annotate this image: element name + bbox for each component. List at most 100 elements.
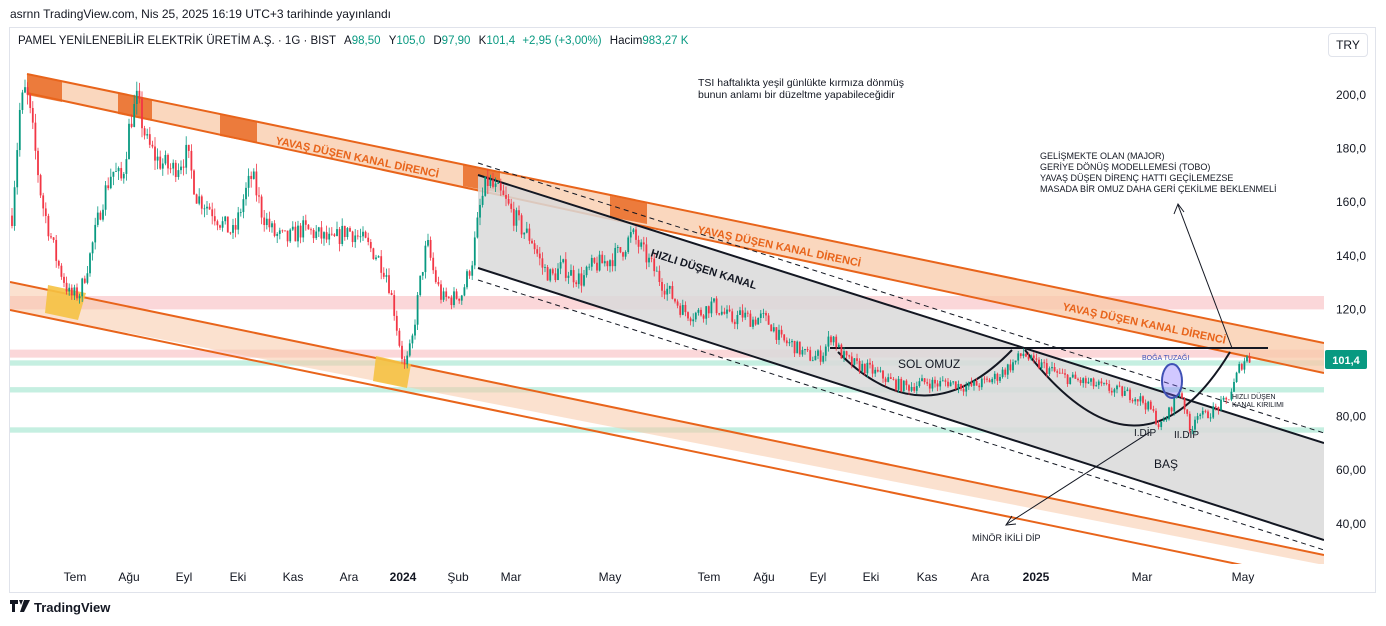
time-axis[interactable]: Tem Ağu Eyl Eki Kas Ara 2024 Şub Mar May Tem Ağu Eyl…: [64, 570, 1255, 584]
candle-body: [960, 384, 962, 390]
x-tick-label: Eyl: [176, 570, 193, 584]
candle-body: [278, 230, 281, 234]
candle-body: [975, 380, 978, 386]
candle-body: [68, 287, 71, 292]
candle-body: [1142, 396, 1144, 403]
candle-body: [1181, 393, 1183, 399]
candle-body: [1123, 390, 1126, 396]
candle-body: [850, 356, 853, 365]
candle-body: [713, 298, 715, 302]
y-tick-label: 140,0: [1336, 249, 1366, 263]
candle-body: [830, 336, 832, 343]
minor-dip-arrow-line: [1006, 431, 1151, 525]
candle-body: [689, 318, 692, 322]
candle-body: [707, 306, 710, 314]
candle-body: [70, 287, 73, 296]
candle-body: [466, 271, 468, 288]
candle-body: [377, 256, 380, 258]
major-note-1: GELİŞMEKTE OLAN (MAJOR): [1040, 151, 1165, 161]
head-arc: [1024, 349, 1231, 427]
candle-body: [133, 104, 136, 127]
candle-body: [294, 226, 297, 242]
x-tick-label: May: [599, 570, 622, 584]
candle-body: [570, 270, 572, 276]
candle-body: [250, 175, 253, 179]
candle-body: [502, 190, 505, 195]
candle-body: [806, 349, 809, 351]
y-tick-label: 160,0: [1336, 195, 1366, 209]
candle-body: [107, 185, 110, 189]
candle-body: [138, 90, 141, 99]
candle-body: [980, 378, 983, 388]
candle-body: [853, 358, 856, 365]
candle-body: [255, 171, 258, 196]
candle-body: [525, 228, 528, 233]
candle-body: [697, 309, 700, 313]
candle-body: [1053, 367, 1056, 372]
candle-body: [455, 291, 458, 299]
candle-body: [304, 220, 307, 225]
candle-body: [1012, 362, 1014, 371]
candle-body: [213, 216, 216, 222]
candle-body: [1129, 389, 1131, 401]
candle-body: [603, 261, 606, 264]
bull-trap-label: BOĞA TUZAĞI: [1142, 353, 1189, 362]
slow-channel-upper-line: [26, 73, 1324, 344]
candle-body: [1118, 385, 1121, 387]
candle-body: [947, 381, 949, 387]
footer-brand[interactable]: TradingView: [10, 600, 110, 615]
candle-body: [141, 98, 143, 129]
candle-body: [921, 378, 923, 382]
candle-body: [333, 234, 336, 236]
candle-body: [835, 336, 838, 348]
candle-body: [226, 216, 229, 233]
candle-body: [944, 380, 947, 382]
candle-body: [1004, 369, 1007, 375]
candle-body: [34, 122, 37, 151]
candle-body: [1121, 386, 1124, 396]
tsi-note-1: TSI haftalıkta yeşil günlükte kırmıza dö…: [698, 77, 904, 89]
candle-body: [1196, 416, 1199, 420]
minor-dip-arrow-head: [1004, 515, 1017, 526]
candle-body: [13, 187, 16, 226]
candle-body: [949, 382, 952, 387]
candle-body: [655, 270, 658, 272]
y-tick-label: 200,0: [1336, 88, 1366, 102]
candle-body: [1105, 383, 1108, 385]
candle-body: [1110, 390, 1113, 393]
candle-body: [336, 229, 338, 236]
candle-body: [1079, 379, 1082, 384]
candle-body: [395, 315, 398, 331]
x-tick-label: Ara: [340, 570, 359, 584]
candle-body: [541, 258, 544, 268]
x-tick-label: Şub: [447, 570, 469, 584]
candle-body: [616, 247, 619, 248]
candle-body: [237, 212, 240, 230]
candle-body: [575, 282, 578, 285]
major-arrow-head: [1173, 202, 1185, 215]
fast-channel-lower-line: [477, 267, 1324, 541]
candle-body: [991, 379, 994, 383]
candle-body: [229, 232, 232, 234]
candle-body: [609, 260, 611, 267]
candle-body: [346, 228, 349, 238]
candle-body: [1194, 419, 1196, 430]
candle-body: [125, 159, 128, 174]
candle-body: [1168, 407, 1170, 420]
candle-body: [265, 218, 268, 226]
candle-body: [1087, 381, 1090, 384]
candle-body: [923, 378, 926, 383]
currency-button[interactable]: TRY: [1328, 33, 1368, 57]
candle-body: [1243, 361, 1246, 370]
chart-frame: [9, 27, 1376, 593]
candle-body: [76, 287, 78, 299]
candle-body: [559, 262, 562, 269]
symbol-name[interactable]: PAMEL YENİLENEBİLİR ELEKTRİK ÜRETİM A.Ş.…: [18, 35, 336, 47]
candle-body: [156, 156, 159, 161]
candle-body: [970, 382, 973, 386]
price-axis[interactable]: 200,0180,0160,0140,0120,0100,080,0060,00…: [1336, 88, 1366, 531]
candle-body: [510, 203, 513, 209]
candle-body: [320, 227, 323, 239]
candle-body: [37, 150, 39, 176]
